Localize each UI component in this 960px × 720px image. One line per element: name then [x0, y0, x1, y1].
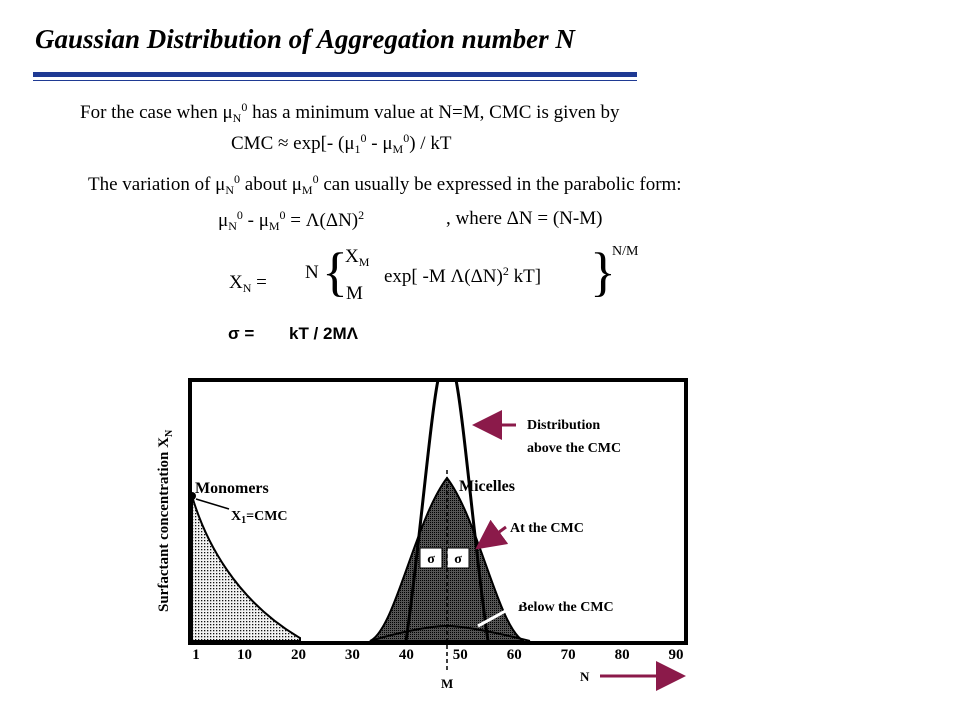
muM-superscript: 0 — [312, 172, 319, 186]
mu1-subscript: 1 — [354, 142, 361, 156]
above-cmc-curve — [404, 379, 490, 642]
exp-term: exp[ -M Λ(ΔN)2 kT] — [384, 264, 541, 288]
xn-lhs-x: X — [229, 272, 243, 293]
sigma-label-left: σ — [427, 552, 435, 567]
sigma-lhs: σ = — [228, 324, 255, 343]
distribution-label-line1: Distribution — [527, 418, 600, 433]
fraction-top: XM — [345, 246, 369, 270]
right-brace: } — [590, 242, 616, 302]
sigma-box-left — [419, 547, 443, 569]
title-underline-thin — [33, 80, 637, 81]
below-cmc-arrow — [477, 600, 523, 628]
x-tick-label: 30 — [345, 647, 360, 663]
where-clause: , where ΔN = (N-M) — [446, 208, 603, 229]
x-tick-label: 1 — [192, 647, 200, 663]
power-exponent: N/M — [612, 244, 639, 259]
mu-symbol: μ — [215, 174, 226, 195]
monomer-area — [191, 495, 301, 642]
mu-symbol: μ — [291, 174, 302, 195]
intro-suffix: has a minimum value at N=M, CMC is given… — [247, 102, 620, 123]
parabolic-minus: - — [242, 210, 259, 231]
micelles-label: Micelles — [459, 478, 515, 495]
y-axis-label: Surfactant concentration XN — [156, 429, 175, 612]
variation-prefix: The variation of — [88, 174, 216, 195]
left-brace: { — [322, 242, 348, 302]
variation-suffix: can usually be expressed in the paraboli… — [318, 174, 682, 195]
at-cmc-arrow — [475, 519, 509, 550]
below-cmc-label: Below the CMC — [518, 600, 614, 615]
muN-superscript: 0 — [234, 172, 241, 186]
frac-top-sub: M — [358, 255, 370, 269]
cmc-eq-lhs: CMC ≈ exp[- ( — [231, 133, 345, 154]
title-underline — [33, 72, 637, 77]
muM-superscript: 0 — [403, 131, 410, 145]
x-tick-label: 70 — [561, 647, 576, 663]
mu-symbol: μ — [222, 102, 233, 123]
x-tick-label: 60 — [507, 647, 522, 663]
at-cmc-label: At the CMC — [510, 521, 584, 536]
exp-part: exp[ -M Λ(ΔN) — [384, 266, 503, 287]
mu-subscript: N — [232, 111, 242, 125]
xn-lhs: XN = — [229, 272, 267, 296]
x-tick-label: 90 — [669, 647, 684, 663]
cmc-eq-rhs: ) / kT — [409, 133, 452, 154]
parabolic-rhs: = Λ(ΔN) — [285, 210, 359, 231]
muN-subscript: N — [228, 219, 237, 233]
muM-subscript: M — [268, 219, 280, 233]
x1-cmc-label: X1=CMC — [231, 509, 288, 526]
frac-top-x: X — [345, 246, 359, 267]
m-axis-label: M — [441, 676, 453, 691]
distribution-label-line2: above the CMC — [527, 441, 621, 456]
muM-superscript: 0 — [279, 208, 286, 222]
n-axis-label: N — [580, 669, 590, 684]
sigma-rhs: kT / 2MΛ — [289, 324, 358, 343]
variation-text: The variation of μN0 about μM0 can usual… — [88, 172, 682, 198]
variation-mid: about — [240, 174, 292, 195]
mu1-superscript: 0 — [360, 131, 367, 145]
muM-subscript: M — [392, 142, 404, 156]
x1-rest: =CMC — [246, 509, 287, 524]
page-title: Gaussian Distribution of Aggregation num… — [35, 24, 575, 54]
muM-subscript: M — [301, 183, 313, 197]
monomer-point — [188, 492, 196, 500]
fraction-bottom: M — [346, 283, 363, 304]
exp-end: kT] — [508, 266, 542, 287]
mu-symbol: μ — [258, 210, 269, 231]
x-tick-label: 20 — [291, 647, 306, 663]
intro-prefix: For the case when — [80, 102, 223, 123]
xn-lhs-sub: N — [242, 281, 252, 295]
x1-pointer — [195, 498, 230, 510]
parabolic-equation: μN0 - μM0 = Λ(ΔN)2 — [218, 208, 364, 234]
muN-subscript: N — [225, 183, 235, 197]
cmc-intro-text: For the case when μN0 has a minimum valu… — [80, 100, 620, 126]
monomers-label: Monomers — [195, 480, 269, 497]
muN-superscript: 0 — [236, 208, 243, 222]
x-tick-label: 10 — [237, 647, 252, 663]
y-axis-label-main: Surfactant concentration X — [156, 437, 172, 612]
parabolic-square: 2 — [358, 208, 365, 222]
x-tick-labels: 1 10 20 30 40 50 60 70 80 90 — [192, 647, 683, 663]
x1-x: X — [231, 509, 241, 524]
mu-symbol: μ — [344, 133, 355, 154]
cmc-eq-minus: - — [366, 133, 383, 154]
x-tick-label: 50 — [453, 647, 468, 663]
cmc-equation: CMC ≈ exp[- (μ10 - μM0) / kT — [231, 131, 451, 157]
x-tick-label: 80 — [615, 647, 630, 663]
exp-square: 2 — [502, 264, 509, 278]
y-axis-label-sub: N — [164, 429, 175, 437]
x1-sub: 1 — [241, 515, 246, 526]
mu-symbol: μ — [382, 133, 393, 154]
xn-equals: = — [256, 272, 267, 293]
x-tick-label: 40 — [399, 647, 414, 663]
mu-symbol: μ — [218, 210, 229, 231]
mu-superscript: 0 — [241, 100, 248, 114]
xn-n-factor: N — [305, 262, 319, 283]
sigma-label-right: σ — [454, 552, 462, 567]
